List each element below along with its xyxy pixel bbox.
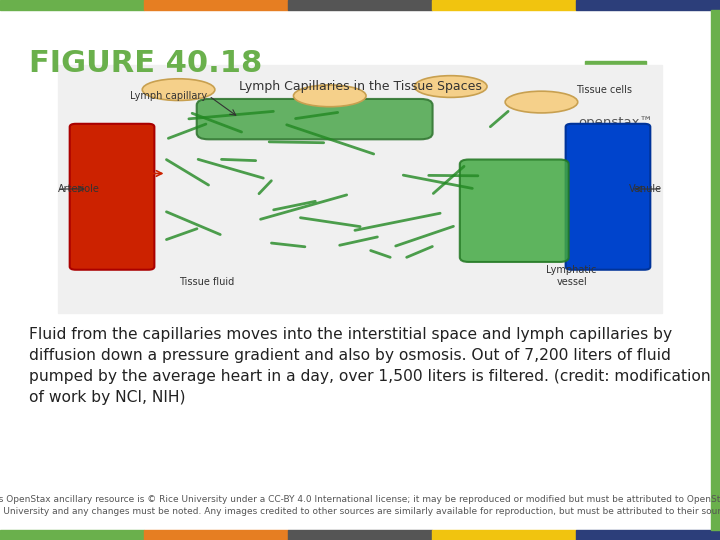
Text: Lymph Capillaries in the Tissue Spaces: Lymph Capillaries in the Tissue Spaces: [238, 80, 482, 93]
Bar: [0, 0, 144, 10]
Bar: [711, 10, 720, 530]
FancyBboxPatch shape: [197, 99, 433, 139]
Bar: [58, 65, 662, 313]
Text: Fluid from the capillaries moves into the interstitial space and lymph capillari: Fluid from the capillaries moves into th…: [29, 327, 711, 404]
FancyBboxPatch shape: [566, 124, 650, 270]
Text: COLLEGE: COLLEGE: [590, 139, 642, 150]
Ellipse shape: [505, 91, 577, 113]
Bar: [576, 530, 720, 540]
FancyBboxPatch shape: [70, 124, 154, 270]
Bar: [432, 0, 576, 10]
Text: This OpenStax ancillary resource is © Rice University under a CC-BY 4.0 Internat: This OpenStax ancillary resource is © Ri…: [0, 495, 720, 516]
Bar: [432, 530, 576, 540]
Text: Venule: Venule: [629, 184, 662, 194]
Bar: [576, 0, 720, 10]
Bar: [585, 87, 647, 94]
Ellipse shape: [294, 85, 366, 107]
Bar: [0, 530, 144, 540]
Bar: [144, 530, 288, 540]
Text: Lymph capillary: Lymph capillary: [130, 91, 207, 101]
Bar: [585, 70, 647, 77]
Text: FIGURE 40.18: FIGURE 40.18: [29, 49, 262, 78]
Bar: [585, 78, 647, 85]
Ellipse shape: [415, 76, 487, 97]
Text: Tissue cells: Tissue cells: [576, 85, 632, 94]
Text: Arteriole: Arteriole: [58, 184, 99, 194]
Ellipse shape: [143, 79, 215, 100]
Bar: [585, 61, 647, 68]
Bar: [144, 0, 288, 10]
Text: openstax™: openstax™: [578, 116, 653, 129]
Bar: [288, 0, 432, 10]
Text: Tissue fluid: Tissue fluid: [179, 277, 234, 287]
FancyBboxPatch shape: [460, 159, 569, 262]
Text: Lymphatic
vessel: Lymphatic vessel: [546, 265, 597, 287]
Bar: [288, 530, 432, 540]
Bar: [585, 96, 647, 103]
